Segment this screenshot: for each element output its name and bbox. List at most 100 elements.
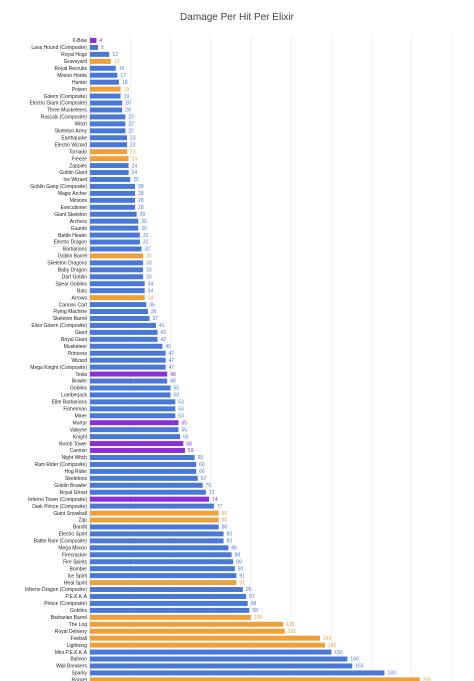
category-label: Tesla (75, 372, 87, 378)
bar (90, 58, 111, 64)
data-label: 47 (169, 358, 175, 364)
category-label: Baby Dragon (58, 268, 87, 274)
category-label: Giant (75, 330, 88, 336)
bar (90, 239, 140, 245)
data-label: 121 (288, 629, 297, 635)
category-label: Sparky (71, 671, 87, 677)
data-label: 99 (252, 608, 258, 614)
category-label: Prince (Composite) (44, 601, 87, 607)
bar (90, 37, 97, 43)
data-label: 90 (238, 566, 244, 572)
bar (90, 302, 147, 308)
category-label: Fire Spirits (63, 559, 87, 565)
data-label: 91 (239, 573, 245, 579)
category-label: Bowler (72, 379, 88, 385)
category-label: Lava Hound (Composite) (31, 45, 87, 51)
bar (90, 461, 197, 467)
bar (90, 274, 144, 280)
data-label: 67 (201, 476, 207, 482)
data-label: 34 (148, 288, 154, 294)
bar (90, 309, 148, 315)
data-label: 34 (148, 281, 154, 287)
bar (90, 142, 128, 148)
category-label: Zap (78, 518, 87, 524)
data-label: 160 (350, 657, 359, 663)
bar (90, 406, 176, 412)
bar (90, 149, 128, 155)
bar (90, 44, 99, 50)
bar (90, 399, 176, 405)
category-label: Fisherman (63, 407, 87, 413)
bar (90, 350, 166, 356)
data-label: 80 (222, 511, 228, 517)
bar (90, 225, 139, 231)
data-label: 97 (249, 594, 255, 600)
category-label: Wall Breakers (56, 664, 87, 670)
data-label: 53 (178, 413, 184, 419)
bar (90, 378, 168, 384)
bar (90, 566, 235, 572)
bar (90, 260, 144, 266)
data-label: 88 (235, 552, 241, 558)
category-label: Mortar (73, 420, 88, 426)
bar (90, 79, 119, 85)
data-label: 143 (323, 636, 332, 642)
category-label: Battle Ram (Composite) (34, 539, 88, 545)
category-label: Earthquake (61, 135, 87, 141)
data-label: 42 (161, 330, 167, 336)
data-label: 16 (119, 66, 125, 72)
category-label: Giant Skeleton (54, 212, 87, 218)
data-label: 89 (236, 559, 242, 565)
category-label: Mini P.E.K.K.A (55, 650, 88, 656)
category-label: P.E.K.K.A (65, 594, 87, 600)
bar (90, 121, 126, 127)
data-label: 53 (178, 407, 184, 413)
category-label: Balloon (70, 657, 87, 663)
data-label: 13 (114, 59, 120, 65)
bar (90, 593, 247, 599)
bar (90, 517, 219, 523)
category-label: Skeleton Barrel (53, 316, 87, 322)
category-label: Miner (74, 413, 87, 419)
data-label: 28 (138, 191, 144, 197)
category-label: Cannon (69, 448, 87, 454)
category-label: Royal Delivery (55, 629, 88, 635)
category-label: Bats (77, 288, 88, 294)
bar (90, 336, 158, 342)
bar (90, 107, 123, 113)
data-label: 24 (132, 170, 138, 176)
category-label: Royal Hogs (61, 52, 87, 58)
data-label: 22 (128, 122, 134, 128)
category-label: X-Bow (72, 38, 87, 44)
category-label: Mega Minion (58, 546, 87, 552)
bar (90, 114, 126, 120)
category-label: Freeze (71, 156, 87, 162)
data-label: 24 (132, 163, 138, 169)
category-label: Electro Giant (Composite) (29, 101, 87, 107)
category-label: Cannon Cart (59, 302, 88, 308)
category-label: Inferno Tower (Composite) (28, 497, 87, 503)
data-label: 66 (199, 469, 205, 475)
category-label: Golem (Composite) (44, 94, 88, 100)
bar (90, 510, 219, 516)
bar (90, 190, 136, 196)
category-label: Knight (73, 434, 88, 440)
data-label: 4 (99, 38, 102, 44)
category-label: Battle Healer (58, 233, 87, 239)
data-label: 33 (146, 261, 152, 267)
bar (90, 295, 145, 301)
data-label: 95 (246, 587, 252, 593)
data-label: 58 (186, 441, 192, 447)
bar (90, 322, 156, 328)
data-label: 19 (124, 94, 130, 100)
bar (90, 93, 121, 99)
category-label: Ice Wizard (63, 177, 87, 183)
category-label: Minions (70, 198, 88, 204)
bar (90, 329, 158, 335)
bar (90, 503, 214, 509)
data-label: 146 (328, 643, 337, 649)
data-label: 30 (141, 219, 147, 225)
bar (90, 170, 129, 176)
bar (90, 427, 179, 433)
data-label: 18 (122, 80, 128, 86)
